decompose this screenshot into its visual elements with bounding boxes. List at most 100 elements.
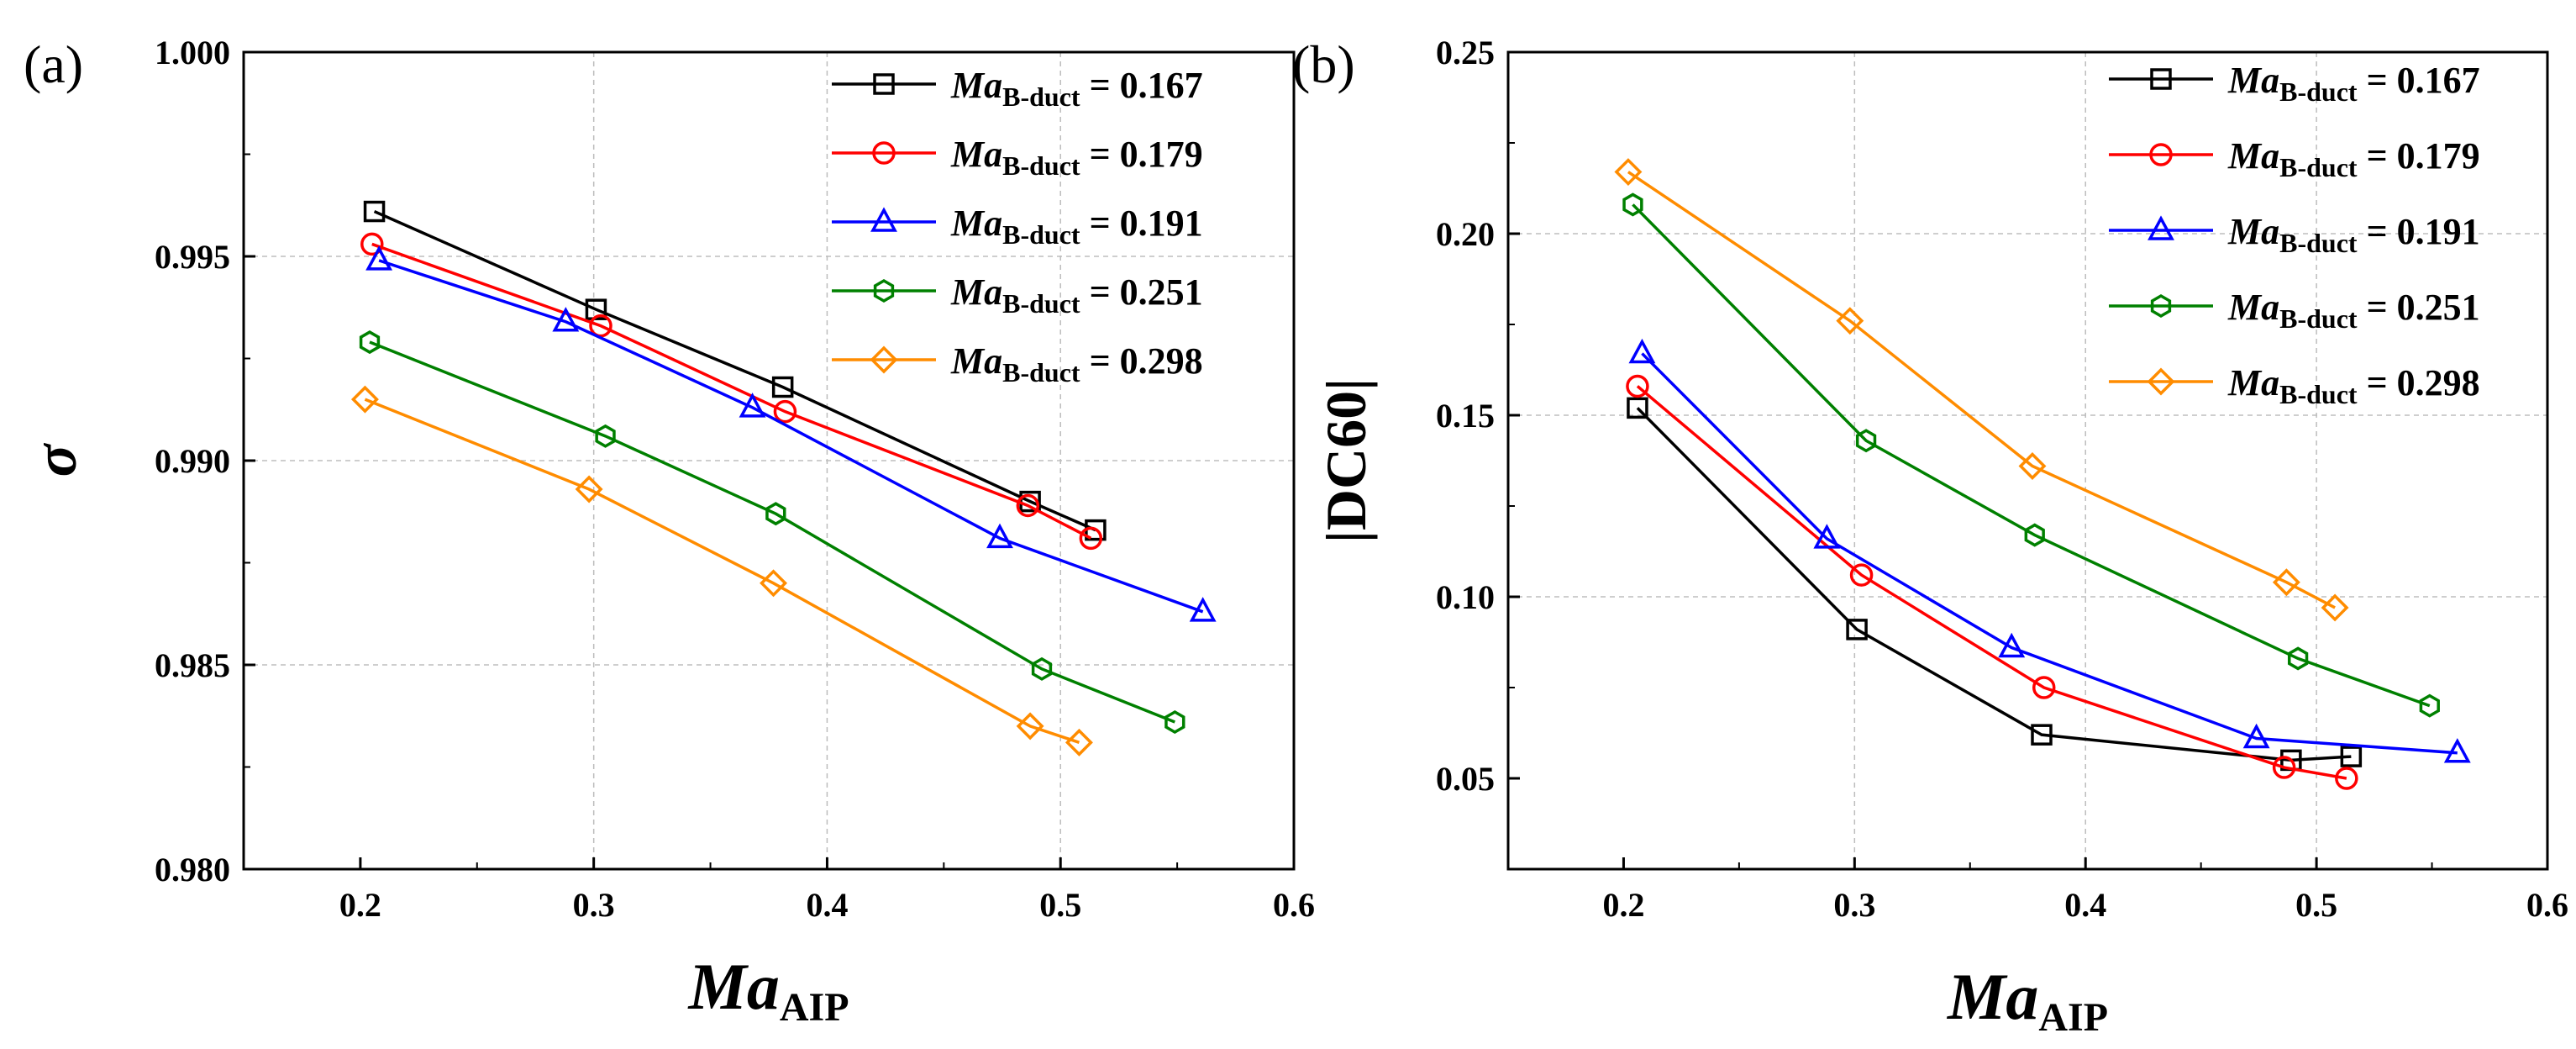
data-point [2272,756,2296,779]
y-tick-label: 0.25 [1436,34,1495,71]
legend-sub: B-duct [1002,288,1080,319]
data-point [363,200,386,223]
legend-sub: B-duct [2279,379,2358,409]
legend-ma: Ma [950,271,1002,313]
legend-label: MaB-duct = 0.298 [950,340,1203,387]
data-point [1626,374,1649,398]
legend-label: MaB-duct = 0.251 [950,271,1203,319]
legend-sub: B-duct [1002,357,1080,387]
legend-label: MaB-duct = 0.251 [2227,287,2480,334]
y-tick-label: 0.05 [1436,760,1495,798]
legend-label: MaB-duct = 0.191 [950,203,1203,250]
legend-value: = 0.298 [2358,362,2480,403]
series-line [1632,203,2431,708]
plot-frame [1506,50,2549,871]
legend-swatch-marker [2149,143,2173,166]
legend-item: MaB-duct = 0.298 [832,340,1203,387]
data-point [1016,712,1044,741]
data-point [1998,632,2026,658]
panel-label: (a) [24,34,83,94]
data-point [585,298,607,320]
data-point [1016,493,1040,518]
data-point [773,399,797,424]
series-line [1627,171,2336,609]
x-tick-label: 0.2 [1602,886,1644,924]
panel-label: (b) [1292,34,1355,94]
data-point [1846,619,1868,640]
data-point [1836,307,1864,335]
data-point [1855,429,1877,453]
legend-ma: Ma [2227,362,2279,403]
data-point [1614,158,1643,187]
x-tick-label: 0.5 [1039,886,1081,924]
data-point [2272,568,2300,597]
series-0.191 [365,245,1217,622]
series-line [364,398,1080,745]
data-point [365,245,393,271]
legend-label: MaB-duct = 0.191 [2227,211,2480,258]
data-point [2032,676,2056,699]
y-axis-title: σ [22,442,89,477]
y-tick-label: 0.985 [155,646,230,684]
series-line [369,340,1175,724]
series-0.191 [1628,338,2471,763]
data-point [552,307,580,332]
x-axis-title-main: Ma [686,950,779,1023]
data-point [1079,526,1103,551]
legend-label: MaB-duct = 0.167 [2227,60,2480,107]
data-point [1628,338,1656,364]
x-tick-label: 0.4 [806,886,848,924]
x-axis-title: MaAIP [686,950,849,1030]
legend-item: MaB-duct = 0.251 [2109,287,2480,334]
legend-ma: Ma [2227,211,2279,252]
series-line [373,209,1096,532]
x-tick-label: 0.3 [1833,886,1875,924]
legend-swatch-marker [870,207,897,232]
legend-ma: Ma [950,65,1002,106]
x-axis-title: MaAIP [1946,960,2108,1040]
legend-sub: B-duct [2279,228,2358,258]
legend-value: = 0.251 [2358,287,2480,328]
legend-swatch-marker [2150,293,2172,319]
legend-ma: Ma [950,203,1002,244]
legend-sub: B-duct [1002,150,1080,181]
data-point [1065,728,1093,756]
data-point [1031,656,1053,681]
series-line [1636,385,2347,780]
series-line [1636,407,2352,762]
legend-label: MaB-duct = 0.179 [2227,135,2480,182]
legend-value: = 0.251 [1080,271,1203,313]
series-0.251 [1622,192,2440,718]
data-point [2287,646,2309,671]
legend-label: MaB-duct = 0.179 [950,134,1203,181]
legend-swatch-marker [873,73,895,95]
data-point [2242,723,2270,749]
series-0.298 [1614,158,2349,622]
series-0.298 [350,385,1093,756]
data-point [1627,397,1648,419]
data-point [2018,452,2047,480]
legend-ma: Ma [950,340,1002,382]
y-tick-label: 0.20 [1436,215,1495,253]
series-line [1641,352,2458,755]
legend-item: MaB-duct = 0.191 [832,203,1203,250]
legend-swatch-marker [872,141,896,165]
data-point [771,376,794,398]
data-point [1813,524,1841,549]
x-tick-label: 0.6 [1273,886,1315,924]
legend-item: MaB-duct = 0.167 [2109,60,2480,107]
x-tick-label: 0.4 [2064,886,2106,924]
legend-label: MaB-duct = 0.298 [2227,362,2480,409]
legend-value: = 0.191 [1080,203,1203,244]
series-0.179 [360,232,1103,551]
chart-panel-a: (a) 0.2 0.3 0.4 0.5 0.6 0.980 0.985 0.990 0.995 1.… [22,34,1315,1030]
legend-swatch-marker [2150,68,2172,90]
legend-ma: Ma [2227,135,2279,177]
data-point [760,569,788,598]
legend-sub: B-duct [2279,152,2358,182]
legend-swatch-marker [2147,367,2175,396]
legend-label: MaB-duct = 0.167 [950,65,1203,112]
